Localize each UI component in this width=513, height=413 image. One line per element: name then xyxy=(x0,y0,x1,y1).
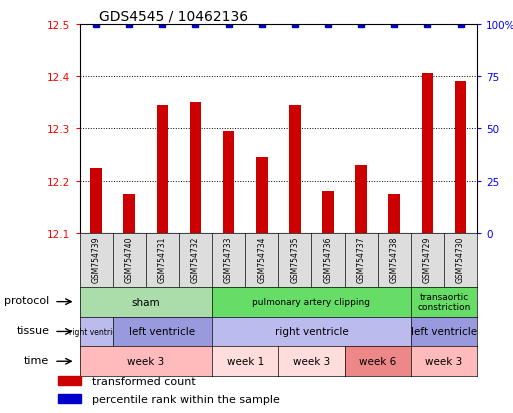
Bar xyxy=(90,168,102,233)
Bar xyxy=(57,376,81,385)
Text: right ventricle: right ventricle xyxy=(274,327,348,337)
Bar xyxy=(57,394,81,403)
Text: GSM754733: GSM754733 xyxy=(224,236,233,282)
Text: percentile rank within the sample: percentile rank within the sample xyxy=(92,394,280,404)
Text: GSM754734: GSM754734 xyxy=(257,236,266,282)
Bar xyxy=(223,132,234,233)
Bar xyxy=(422,74,433,233)
Text: transaortic
constriction: transaortic constriction xyxy=(417,292,470,311)
Text: sham: sham xyxy=(131,297,160,307)
Bar xyxy=(322,192,334,233)
Text: tissue: tissue xyxy=(16,325,49,335)
Bar xyxy=(124,194,135,233)
Text: pulmonary artery clipping: pulmonary artery clipping xyxy=(252,297,370,306)
Text: left ventricle: left ventricle xyxy=(411,327,477,337)
Text: week 3: week 3 xyxy=(293,356,330,366)
Bar xyxy=(156,106,168,233)
Text: week 3: week 3 xyxy=(127,356,164,366)
Bar xyxy=(356,166,367,233)
Text: transformed count: transformed count xyxy=(92,376,196,386)
Text: GSM754732: GSM754732 xyxy=(191,236,200,282)
Text: time: time xyxy=(24,355,49,365)
Text: right ventricle: right ventricle xyxy=(69,327,123,336)
Bar xyxy=(289,106,301,233)
Text: GSM754737: GSM754737 xyxy=(357,236,366,282)
Bar xyxy=(455,82,466,233)
Text: GSM754738: GSM754738 xyxy=(390,236,399,282)
Text: week 3: week 3 xyxy=(425,356,463,366)
Text: GSM754731: GSM754731 xyxy=(158,236,167,282)
Text: GSM754729: GSM754729 xyxy=(423,236,432,282)
Text: GSM754736: GSM754736 xyxy=(324,236,332,282)
Bar xyxy=(256,158,268,233)
Bar xyxy=(388,194,400,233)
Text: GSM754730: GSM754730 xyxy=(456,236,465,282)
Text: GSM754735: GSM754735 xyxy=(290,236,300,282)
Text: GSM754740: GSM754740 xyxy=(125,236,134,282)
Text: week 1: week 1 xyxy=(227,356,264,366)
Text: week 6: week 6 xyxy=(359,356,397,366)
Text: GDS4545 / 10462136: GDS4545 / 10462136 xyxy=(100,9,248,24)
Text: left ventricle: left ventricle xyxy=(129,327,195,337)
Bar xyxy=(190,103,201,233)
Text: GSM754739: GSM754739 xyxy=(92,236,101,282)
Text: protocol: protocol xyxy=(4,295,49,305)
